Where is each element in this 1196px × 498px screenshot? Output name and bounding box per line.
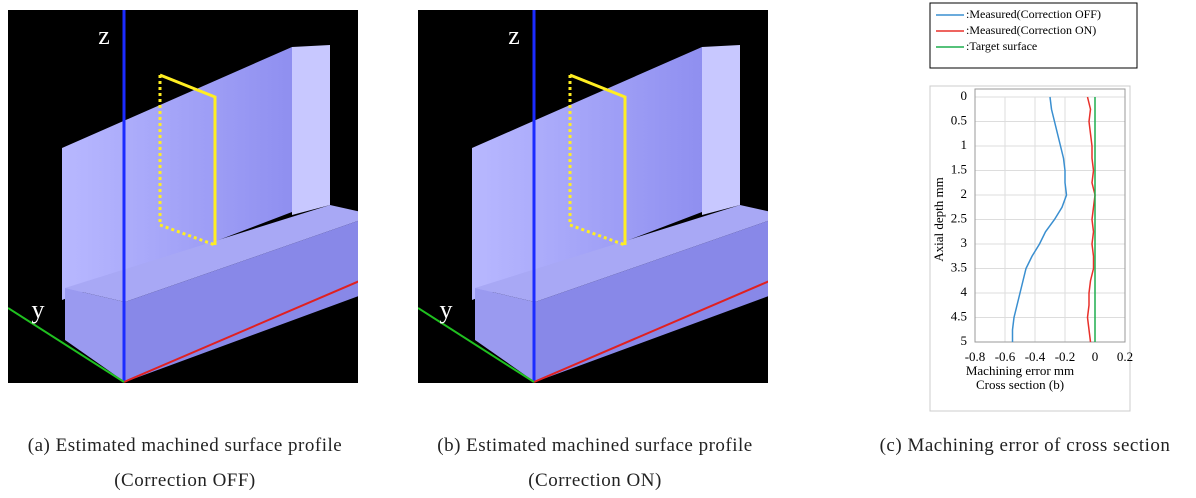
axis-z: z [98,21,110,50]
chart-subtitle: Cross section (b) [976,377,1064,392]
axis-y: y [440,295,453,324]
y-axis-label: Axial depth mm [931,177,946,262]
y-tick-label: 5 [961,333,968,348]
caption: (c) Machining error of cross section [855,428,1195,463]
y-tick-label: 2.5 [951,210,967,225]
y-tick-label: 1 [961,137,968,152]
legend-label: :Measured(Correction ON) [966,23,1096,37]
axis-y: y [32,295,45,324]
x-tick-label: -0.2 [1055,349,1076,364]
y-tick-label: 0 [961,88,968,103]
x-tick-label: 0 [1092,349,1099,364]
x-axis-label: Machining error mm [966,363,1074,378]
y-tick-label: 0.5 [951,112,967,127]
figure-graphics: z y x z y x -0.8 -0.6 -0.4 -0.2 0 0.2 0 0.5 1 1.5… [0,0,1196,495]
axis-z: z [508,21,520,50]
x-tick-label: -0.6 [995,349,1016,364]
y-tick-label: 1.5 [951,161,967,176]
render-a [8,10,420,383]
y-tick-label: 4 [961,284,968,299]
axis-x: x [790,281,803,310]
plot-border [975,89,1125,342]
legend-label: :Measured(Correction OFF) [966,7,1101,21]
y-tick-label: 4.5 [951,308,967,323]
x-tick-label: -0.8 [965,349,986,364]
x-tick-label: 0.2 [1117,349,1133,364]
legend-label: :Target surface [966,39,1037,53]
y-tick-label: 2 [961,186,968,201]
caption: (b) Estimated machined surface profile (… [430,428,760,498]
figure: z y x z y x -0.8 -0.6 -0.4 -0.2 0 0.2 0 0.5 1 1.5… [0,0,1196,495]
y-tick-label: 3 [961,235,968,250]
x-tick-label: -0.4 [1025,349,1046,364]
y-tick-label: 3.5 [951,259,967,274]
axis-x: x [376,281,389,310]
render-b [418,10,830,383]
caption: (a) Estimated machined surface profile (… [20,428,350,498]
